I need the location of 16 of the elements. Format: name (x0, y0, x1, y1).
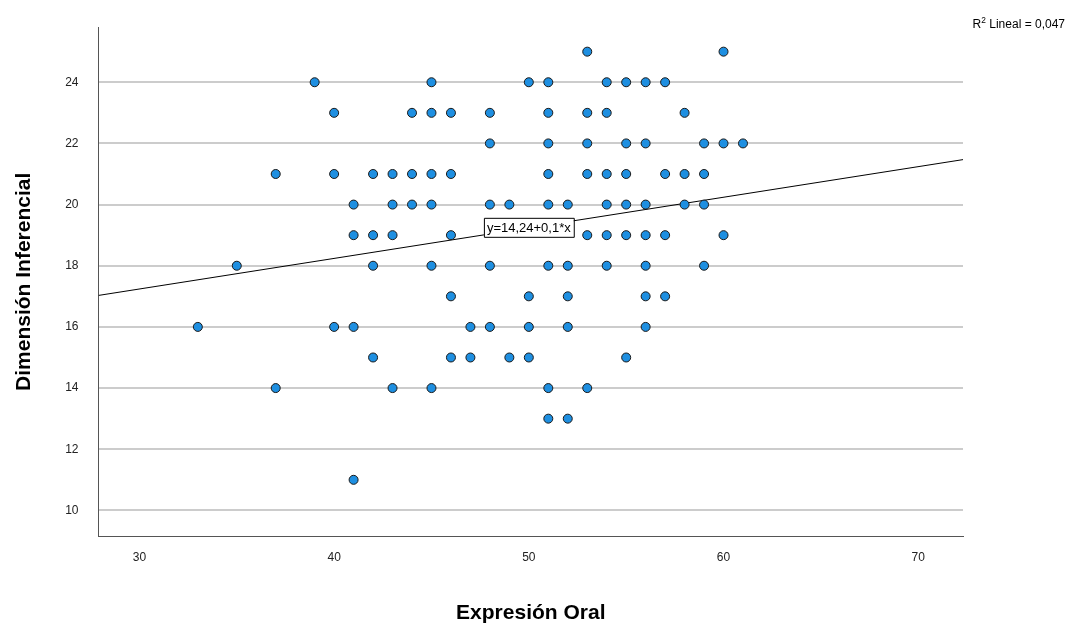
x-tick-label: 70 (911, 549, 926, 564)
y-tick-label: 12 (65, 441, 79, 456)
x-tick-label: 30 (132, 549, 147, 564)
annotation: y=14,24+0,1*x (486, 220, 572, 236)
x-axis-title: Expresión Oral (456, 600, 606, 624)
y-tick-label: 16 (65, 319, 79, 334)
y-tick-label: 10 (65, 502, 79, 517)
x-tick-label: 60 (716, 549, 731, 564)
y-axis-title: Dimensión Inferencial (11, 172, 35, 391)
x-tick-label: 50 (522, 549, 536, 564)
y-tick-label: 22 (65, 135, 79, 150)
y-tick-label: 18 (65, 258, 79, 273)
y-tick-label: 24 (65, 74, 79, 89)
x-tick-label: 40 (327, 549, 342, 564)
y-tick-label: 14 (65, 380, 79, 395)
y-tick-label: 20 (65, 196, 79, 211)
